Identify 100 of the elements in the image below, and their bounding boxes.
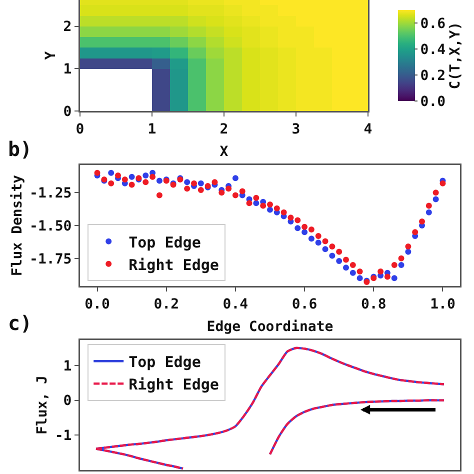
point	[150, 174, 156, 180]
x-tick-label: 0.8	[360, 296, 386, 312]
point	[322, 238, 328, 244]
y-axis-title: Y	[43, 50, 60, 60]
point	[253, 194, 260, 201]
point	[336, 258, 342, 264]
point	[191, 180, 197, 186]
y-tick-label: 0	[63, 104, 72, 120]
point	[274, 205, 280, 212]
point	[308, 226, 314, 232]
point	[356, 268, 363, 275]
x-tick-label: 0.6	[292, 296, 318, 312]
point	[432, 196, 439, 202]
x-tick-label: 0.0	[84, 296, 110, 312]
legend-label: Top Edge	[128, 353, 201, 371]
y-tick-label: -1.75	[30, 251, 72, 268]
point	[184, 186, 190, 192]
point	[122, 176, 128, 182]
point	[350, 262, 356, 268]
x-tick-label: 1.0	[430, 296, 456, 312]
point	[336, 248, 342, 255]
point	[329, 252, 336, 259]
point	[343, 264, 349, 271]
color-bar-label: 0.4	[420, 42, 446, 58]
y-tick-label: 2	[63, 19, 72, 36]
point	[128, 174, 135, 180]
y-tick-label: -1	[54, 428, 72, 444]
y-axis-title: Flux Density	[9, 174, 26, 276]
point	[398, 255, 404, 262]
x-tick-label: 2	[220, 121, 228, 138]
x-tick-label: 0	[76, 121, 84, 138]
legend-label: Top Edge	[128, 233, 201, 252]
point	[198, 180, 204, 186]
point	[315, 233, 322, 240]
point	[294, 225, 301, 232]
point	[253, 200, 260, 206]
point	[260, 202, 266, 209]
point	[302, 229, 308, 236]
point	[343, 256, 349, 263]
y-tick-label: 1	[63, 62, 72, 78]
point	[308, 236, 314, 242]
point	[184, 179, 190, 186]
color-bar-label: 0.6	[420, 16, 446, 32]
point	[315, 240, 322, 246]
y-axis-title: Flux, J	[34, 375, 51, 435]
point	[280, 209, 287, 216]
point	[405, 244, 412, 250]
point	[440, 180, 446, 186]
point	[432, 190, 439, 196]
point	[226, 186, 232, 192]
point	[356, 275, 363, 282]
legend-label: Right Edge	[128, 256, 219, 274]
point	[419, 218, 425, 225]
point	[156, 178, 162, 184]
point	[94, 170, 100, 176]
x-axis-title: X	[220, 144, 229, 160]
x-tick-label: 3	[292, 121, 300, 138]
point	[329, 244, 336, 250]
point	[384, 274, 390, 280]
point	[198, 186, 204, 193]
x-tick-label: 0.4	[222, 296, 248, 312]
color-bar-label: 0.2	[420, 68, 446, 84]
point	[115, 172, 121, 179]
y-tick-label: 1	[63, 358, 72, 374]
x-tick-label: 1	[148, 121, 156, 138]
point	[108, 180, 114, 186]
point	[108, 170, 114, 176]
x-axis-title: Edge Coordinate	[206, 319, 334, 335]
point	[232, 192, 238, 198]
point	[246, 200, 252, 206]
legend-label: Right Edge	[128, 376, 219, 394]
point	[378, 268, 384, 275]
point	[391, 262, 398, 268]
color-bar-label: 0.0	[420, 94, 446, 110]
y-tick-label: -1.25	[30, 186, 72, 202]
point	[232, 175, 238, 182]
point	[142, 172, 149, 179]
point	[156, 192, 162, 198]
text: b)	[8, 137, 32, 161]
point	[302, 224, 308, 230]
y-tick-label: 0	[63, 393, 72, 410]
point	[322, 246, 328, 252]
point	[239, 188, 246, 194]
point	[412, 229, 418, 236]
point	[267, 201, 273, 208]
point	[426, 202, 432, 209]
point	[405, 248, 412, 255]
point	[350, 270, 356, 276]
point	[128, 182, 135, 188]
point	[398, 262, 404, 268]
point	[391, 275, 398, 282]
point	[142, 179, 149, 186]
point	[218, 190, 225, 196]
color-bar-title: C(T,X,Y)	[448, 22, 464, 90]
point	[294, 217, 301, 224]
point	[426, 209, 432, 216]
y-tick-label: -1.50	[30, 218, 72, 234]
x-tick-label: 0.2	[154, 296, 180, 312]
point	[267, 206, 273, 213]
text: c)	[8, 311, 32, 335]
